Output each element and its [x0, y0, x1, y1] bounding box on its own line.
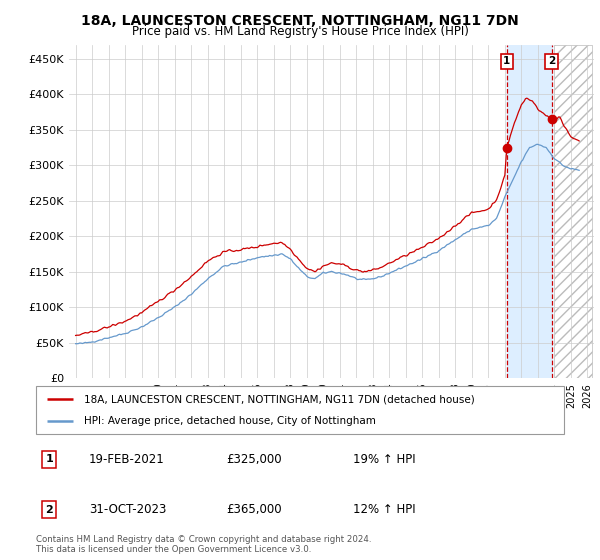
- Text: 19-FEB-2021: 19-FEB-2021: [89, 452, 164, 466]
- Text: £325,000: £325,000: [226, 452, 282, 466]
- Text: 18A, LAUNCESTON CRESCENT, NOTTINGHAM, NG11 7DN: 18A, LAUNCESTON CRESCENT, NOTTINGHAM, NG…: [81, 14, 519, 28]
- FancyBboxPatch shape: [36, 386, 564, 434]
- Text: 31-OCT-2023: 31-OCT-2023: [89, 503, 166, 516]
- Text: 2: 2: [548, 57, 555, 67]
- Text: HPI: Average price, detached house, City of Nottingham: HPI: Average price, detached house, City…: [83, 416, 376, 426]
- Text: 1: 1: [503, 57, 511, 67]
- Bar: [507, 45, 551, 378]
- Text: Contains HM Land Registry data © Crown copyright and database right 2024.
This d: Contains HM Land Registry data © Crown c…: [36, 535, 371, 554]
- Text: 2: 2: [46, 505, 53, 515]
- Text: Price paid vs. HM Land Registry's House Price Index (HPI): Price paid vs. HM Land Registry's House …: [131, 25, 469, 38]
- Text: 19% ↑ HPI: 19% ↑ HPI: [353, 452, 415, 466]
- Text: 12% ↑ HPI: 12% ↑ HPI: [353, 503, 415, 516]
- Text: 1: 1: [46, 454, 53, 464]
- Text: 18A, LAUNCESTON CRESCENT, NOTTINGHAM, NG11 7DN (detached house): 18A, LAUNCESTON CRESCENT, NOTTINGHAM, NG…: [83, 394, 474, 404]
- Text: £365,000: £365,000: [226, 503, 282, 516]
